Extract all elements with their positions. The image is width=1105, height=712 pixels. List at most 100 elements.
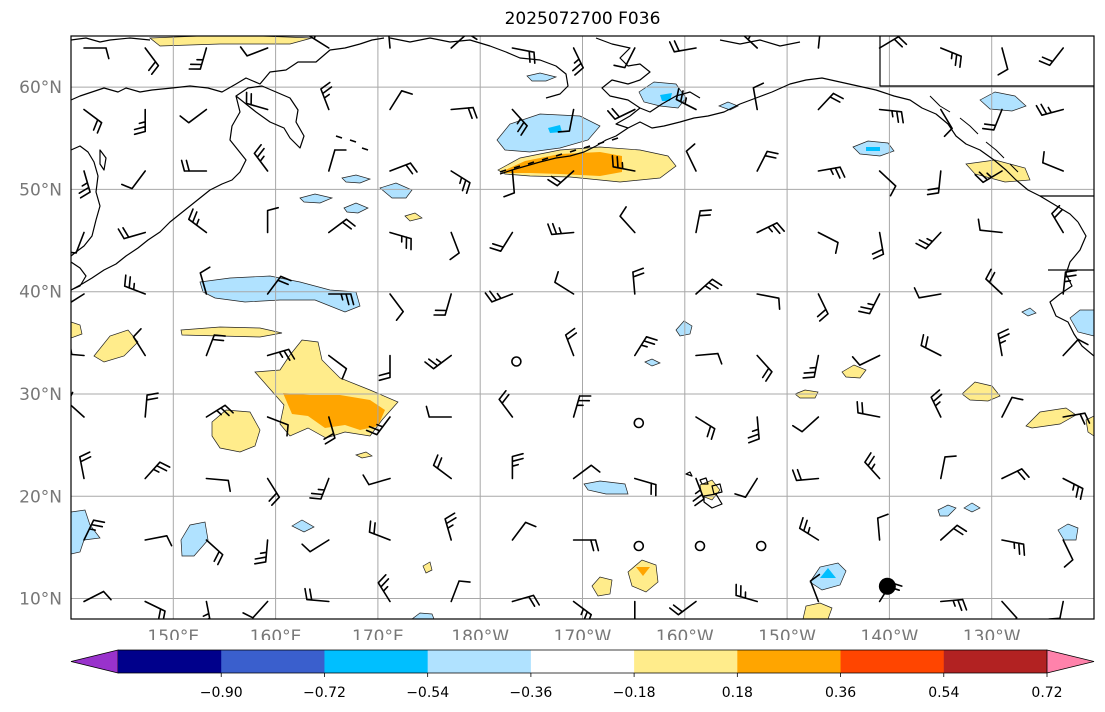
- negative-anomaly-area: [180, 521, 209, 557]
- map-plot: 10°N 20°N 30°N 40°N 50°N 60°N 150°E 160°E 170°E…: [19, 35, 1095, 640]
- wind-barb: [328, 149, 347, 172]
- wind-barb: [266, 348, 296, 361]
- wind-barb: [433, 293, 452, 316]
- wind-barb: [123, 274, 146, 295]
- calm-wind-marker: [633, 417, 645, 429]
- wind-barb: [71, 347, 85, 357]
- wind-barb: [997, 47, 1009, 76]
- wind-barb: [802, 354, 820, 379]
- wind-barb: [205, 539, 224, 566]
- wind-barb: [1001, 396, 1024, 418]
- lat-tick-label: 60°N: [19, 78, 62, 98]
- wind-barb: [1001, 600, 1018, 619]
- wind-barb: [205, 477, 231, 493]
- wind-barb: [511, 594, 540, 607]
- positive-anomaly-area: [355, 451, 373, 459]
- wind-barb: [920, 334, 942, 357]
- negative-anomaly-area: [343, 202, 369, 214]
- wind-barb: [388, 36, 391, 49]
- colorbar-segment: [530, 650, 635, 673]
- wind-barb: [377, 574, 391, 603]
- lon-tick-label: 130°W: [963, 627, 1021, 640]
- wind-barb: [362, 474, 391, 486]
- wind-barb: [144, 47, 160, 75]
- wind-barb: [266, 275, 292, 295]
- wind-barb: [613, 47, 636, 69]
- wind-barb: [572, 600, 592, 619]
- colorbar-segment: [324, 650, 429, 673]
- wind-barb: [133, 108, 146, 136]
- wind-barb: [798, 517, 820, 541]
- wind-barb: [301, 539, 330, 553]
- wind-barb: [389, 293, 404, 321]
- colorbar-tick-label: 0.54: [928, 685, 959, 701]
- wind-barb: [368, 520, 391, 541]
- wind-barb: [144, 392, 159, 418]
- wind-barb: [205, 404, 234, 418]
- positive-anomaly-area: [422, 561, 433, 574]
- wind-barb: [253, 144, 269, 172]
- positive-anomaly-area: [404, 212, 423, 222]
- wind-barb: [239, 46, 269, 57]
- negative-anomaly-area: [341, 174, 372, 184]
- wind-barb: [695, 278, 723, 295]
- wind-barb: [489, 231, 514, 252]
- colorbar-tick-label: 0.36: [825, 685, 856, 701]
- wind-barb: [792, 416, 820, 433]
- wind-barb: [557, 108, 575, 133]
- wind-barb: [809, 573, 821, 603]
- lat-tick-label: 10°N: [19, 590, 62, 610]
- lon-tick-label: 170°E: [352, 627, 404, 640]
- wind-barb: [450, 580, 471, 603]
- lat-tick-label: 50°N: [19, 180, 62, 200]
- wind-barb: [132, 328, 146, 357]
- calm-wind-marker: [755, 540, 767, 552]
- positive-anomaly-area: [93, 329, 139, 363]
- wind-barb: [547, 170, 575, 187]
- negative-anomaly-area: [548, 125, 562, 133]
- wind-barb: [685, 143, 697, 172]
- wind-barb: [816, 293, 829, 322]
- anomaly-shading: [71, 36, 1094, 619]
- wind-barb: [1042, 151, 1064, 172]
- colorbar-tick-label: 0.18: [722, 685, 753, 701]
- wind-barb: [450, 36, 478, 49]
- wind-barb: [1062, 338, 1089, 357]
- negative-anomaly-area: [526, 72, 558, 82]
- wind-barb: [851, 354, 881, 366]
- wind-barb: [1001, 539, 1026, 556]
- wind-barb: [858, 293, 881, 315]
- colorbar-segment: [634, 650, 738, 673]
- negative-anomaly-area: [299, 193, 334, 204]
- wind-barb: [511, 452, 524, 480]
- wind-barb: [817, 36, 821, 49]
- wind-barb: [619, 206, 636, 234]
- map-frame: [70, 35, 1095, 620]
- wind-barb: [83, 108, 103, 134]
- negative-anomaly-area: [937, 504, 957, 517]
- colorbar-tick-label: −0.54: [406, 685, 449, 701]
- wind-barb: [484, 290, 514, 303]
- wind-barb: [752, 82, 765, 111]
- wind-barb: [498, 390, 514, 418]
- wind-barb: [1051, 204, 1064, 234]
- negative-anomaly-area: [820, 568, 836, 578]
- wind-barb: [878, 36, 908, 49]
- wind-barb: [389, 162, 418, 175]
- positive-anomaly-area: [636, 567, 650, 576]
- wind-barb: [572, 47, 584, 76]
- wind-barb: [695, 352, 723, 365]
- wind-barb: [389, 90, 413, 111]
- wind-barb: [856, 401, 881, 418]
- storm-center-marker: [878, 577, 896, 595]
- wind-barb: [71, 293, 85, 304]
- negative-anomaly-area: [199, 275, 361, 313]
- wind-barb: [864, 452, 881, 480]
- wind-barb: [449, 231, 460, 261]
- wind-barb: [940, 47, 962, 68]
- colorbar-extend-high: [1046, 649, 1095, 674]
- wind-barb: [743, 36, 758, 49]
- wind-barb: [188, 47, 208, 70]
- wind-barb: [117, 227, 146, 240]
